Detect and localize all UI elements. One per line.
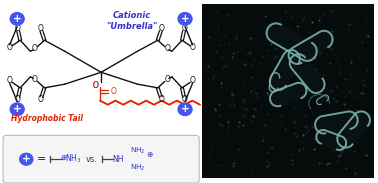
FancyBboxPatch shape [196, 0, 378, 183]
Text: $\mathregular{NH_3}$: $\mathregular{NH_3}$ [65, 153, 82, 165]
Text: O: O [7, 43, 12, 52]
Text: O: O [190, 76, 195, 85]
Text: O: O [37, 95, 43, 104]
Text: +: + [22, 154, 31, 164]
Text: O: O [164, 44, 170, 53]
Circle shape [177, 12, 193, 26]
Circle shape [9, 102, 25, 116]
Text: +: + [181, 104, 189, 114]
Text: O: O [15, 24, 20, 33]
Polygon shape [337, 111, 370, 148]
Text: O: O [7, 76, 12, 85]
Polygon shape [288, 31, 333, 64]
Text: O: O [182, 95, 187, 104]
Polygon shape [266, 23, 317, 61]
Text: $\oplus$: $\oplus$ [60, 152, 68, 162]
Text: vs.: vs. [86, 155, 98, 164]
Text: O: O [93, 81, 98, 90]
Text: O: O [190, 43, 195, 52]
Text: O: O [37, 24, 43, 33]
Circle shape [19, 153, 34, 166]
Text: $\mathregular{NH_2}$: $\mathregular{NH_2}$ [130, 163, 145, 173]
Text: NH: NH [113, 155, 124, 164]
Text: O: O [93, 81, 98, 90]
Text: O: O [164, 75, 170, 84]
Text: O: O [159, 24, 165, 33]
Text: O: O [159, 95, 165, 104]
Text: $\oplus$: $\oplus$ [146, 150, 154, 159]
Text: O: O [32, 75, 38, 84]
Text: O: O [110, 87, 116, 96]
Text: =: = [37, 154, 46, 164]
Text: $\mathregular{NH_2}$: $\mathregular{NH_2}$ [130, 145, 145, 156]
Text: Cationic
"Umbrella": Cationic "Umbrella" [106, 11, 157, 31]
Text: O: O [15, 95, 20, 104]
Polygon shape [290, 54, 325, 93]
Polygon shape [270, 50, 300, 90]
Circle shape [9, 12, 25, 26]
Text: O: O [182, 24, 187, 33]
Polygon shape [316, 130, 346, 150]
Polygon shape [269, 73, 280, 92]
Text: +: + [181, 14, 189, 24]
Text: O: O [32, 44, 38, 53]
Polygon shape [317, 95, 328, 105]
Circle shape [177, 102, 193, 116]
Text: +: + [13, 14, 22, 24]
Text: +: + [13, 104, 22, 114]
Polygon shape [315, 111, 358, 134]
FancyBboxPatch shape [3, 135, 199, 183]
Polygon shape [270, 83, 307, 106]
Text: Hydrophobic Tail: Hydrophobic Tail [11, 114, 82, 124]
